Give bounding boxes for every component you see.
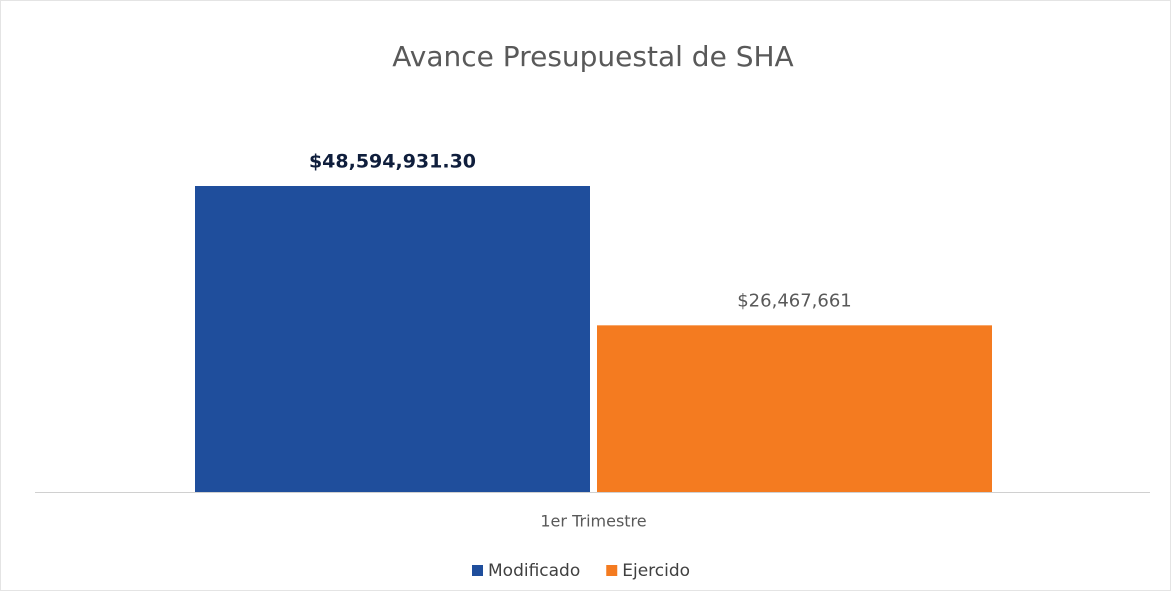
- legend-label: Ejercido: [622, 561, 690, 581]
- legend-swatch: [606, 565, 618, 576]
- legend-label: Modificado: [488, 561, 580, 581]
- x-tick-label: 1er Trimestre: [540, 512, 646, 531]
- legend-swatch: [472, 565, 483, 576]
- bar: [597, 325, 992, 492]
- data-label: $48,594,931.30: [309, 151, 476, 173]
- chart-title: Avance Presupuestal de SHA: [392, 40, 793, 73]
- data-label: $26,467,661: [737, 290, 852, 311]
- bar: [195, 186, 590, 492]
